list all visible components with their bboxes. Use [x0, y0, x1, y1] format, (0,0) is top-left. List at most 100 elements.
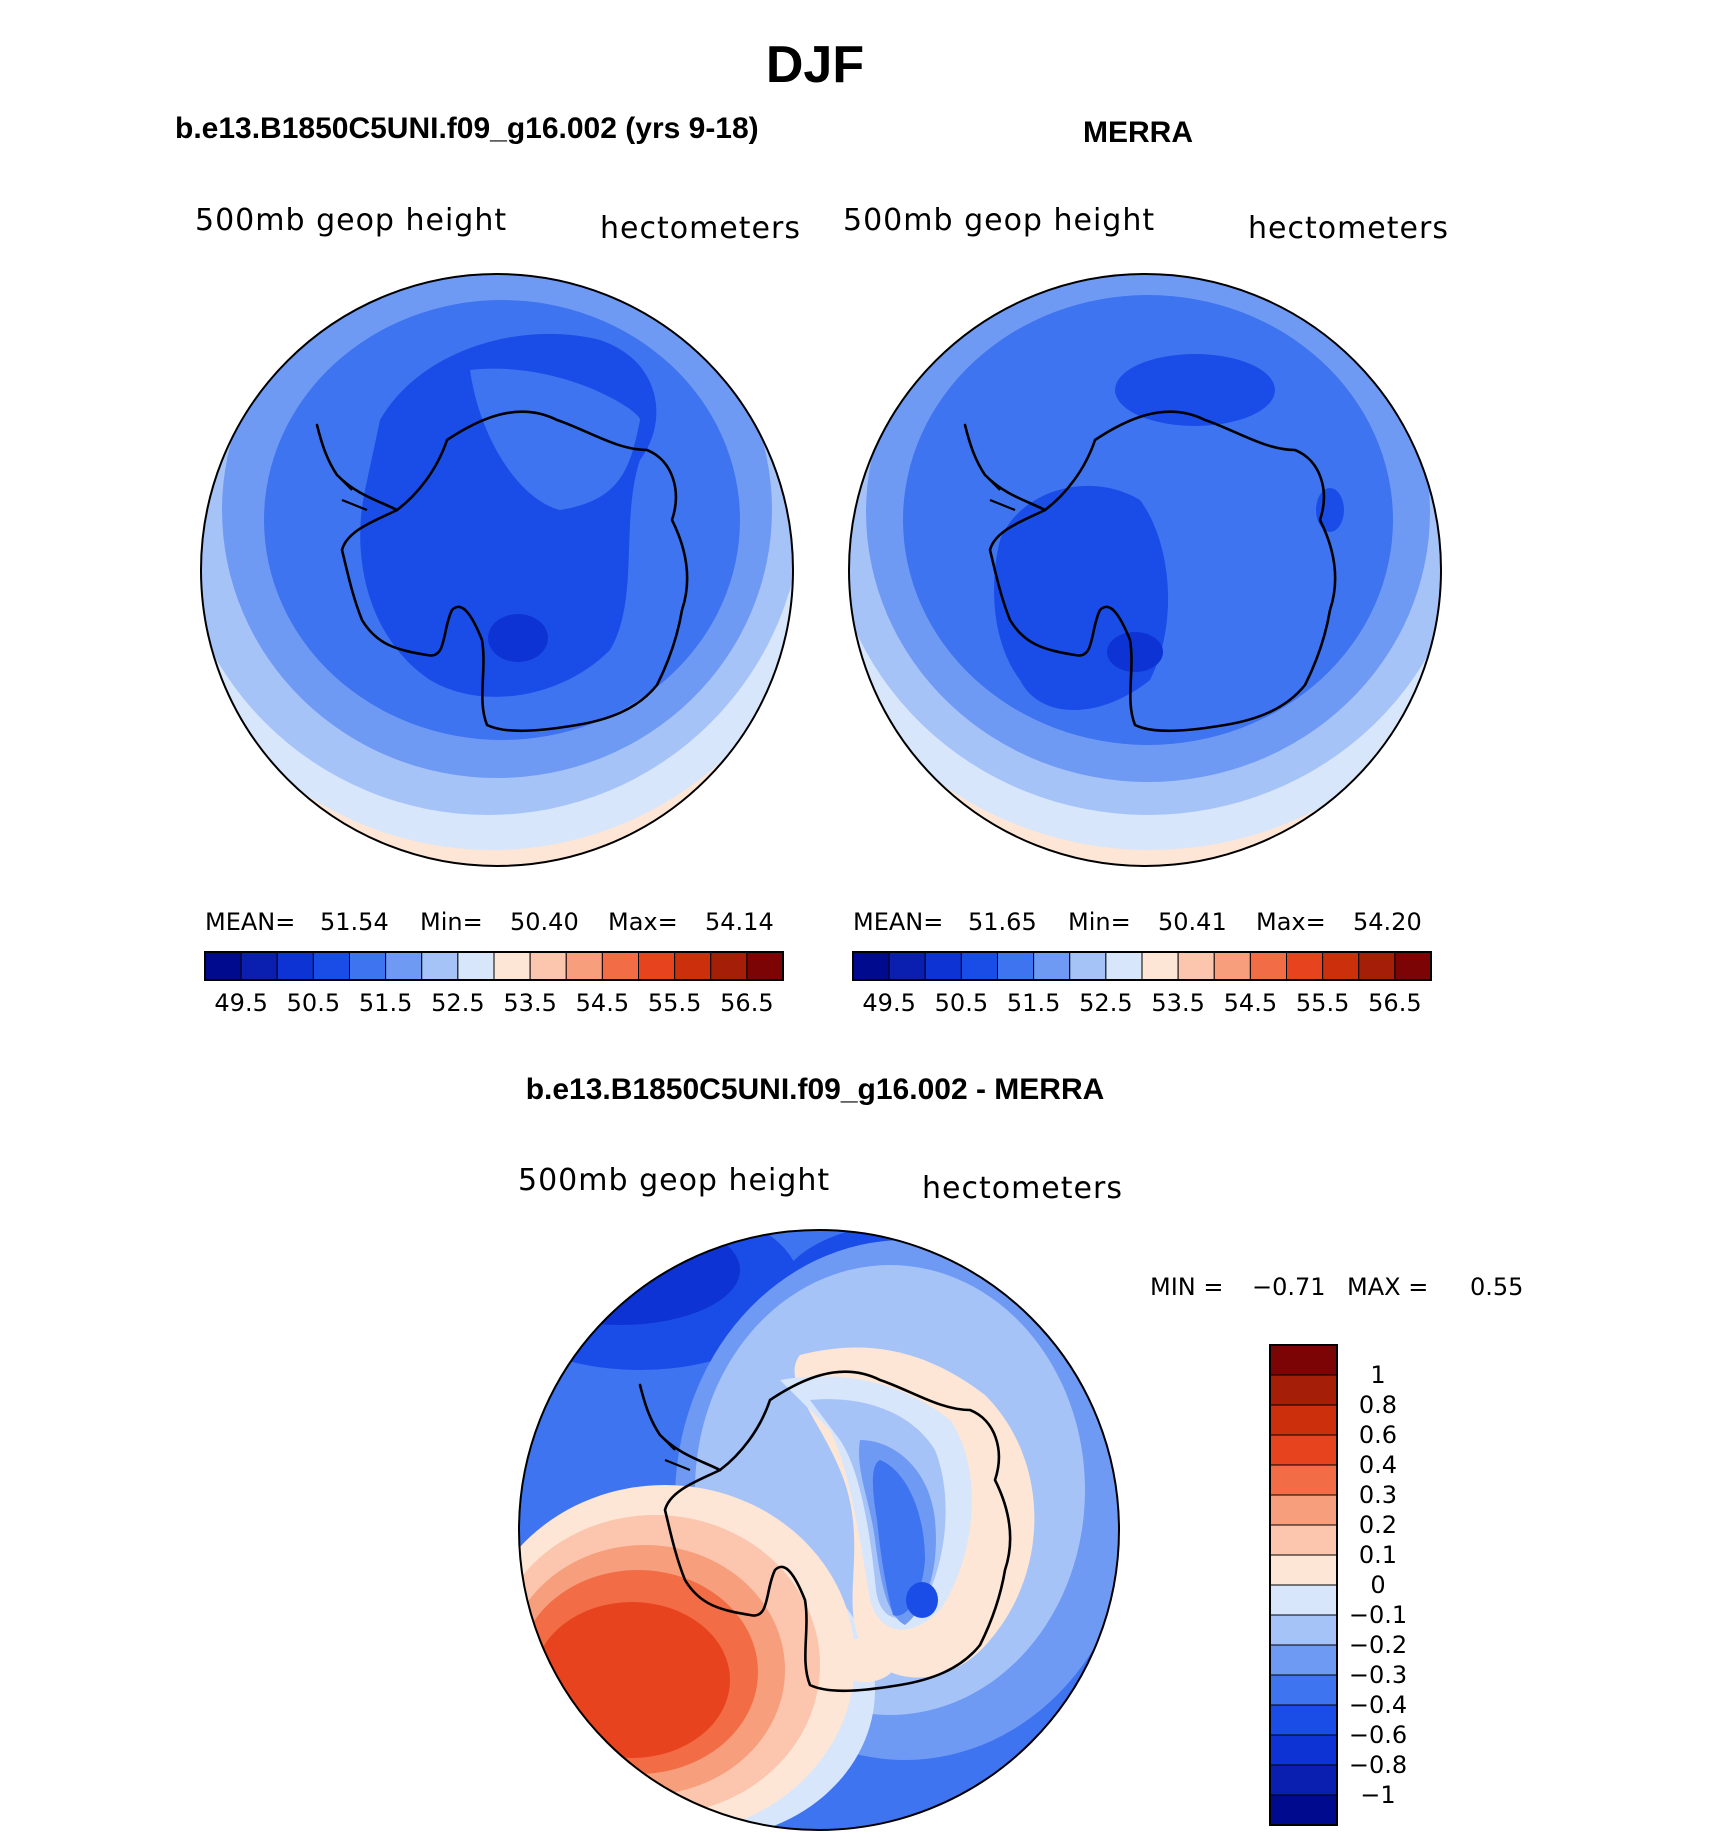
colorbar-swatch: [457, 951, 495, 981]
colorbar-tick-label: 54.5: [1224, 989, 1277, 1017]
colorbar-swatch: [674, 951, 712, 981]
colorbar-swatch: [421, 951, 459, 981]
colorbar-frame: [1269, 1344, 1338, 1826]
colorbar-tick-label: 53.5: [1151, 989, 1204, 1017]
colorbar-swatch: [852, 951, 890, 981]
colorbar-tick-label: −0.2: [1349, 1631, 1407, 1659]
stats-max-label-obs: Max=: [1256, 908, 1326, 936]
colorbar-swatch: [1213, 951, 1251, 981]
colorbar-swatch: [1249, 951, 1287, 981]
panel-obs: MERRA 500mb geop height hectometers MEAN…: [843, 116, 1449, 1017]
stats-mean-model: 51.54: [320, 908, 389, 936]
colorbar-swatch: [601, 951, 639, 981]
colorbar-tick-label: −0.8: [1349, 1751, 1407, 1779]
stats-mean-label-obs: MEAN=: [853, 908, 943, 936]
colorbar-swatch: [1286, 951, 1324, 981]
colorbar-swatch: [1269, 1674, 1338, 1706]
colorbar-tick-label: 51.5: [1007, 989, 1060, 1017]
colorbar-swatch: [888, 951, 926, 981]
colorbar-swatch: [1069, 951, 1107, 981]
colorbar-swatch: [1322, 951, 1360, 981]
variable-label-model: 500mb geop height: [195, 203, 507, 238]
stats-min-label-obs: Min=: [1068, 908, 1131, 936]
colorbar-tick-label: 52.5: [1079, 989, 1132, 1017]
colorbar-tick-label: 50.5: [287, 989, 340, 1017]
colorbar-tick-label: 54.5: [576, 989, 629, 1017]
colorbar-tick-label: −1: [1360, 1781, 1395, 1809]
colorbar-swatch: [1269, 1644, 1338, 1676]
colorbar-tick-label: 0.6: [1359, 1421, 1397, 1449]
colorbar-swatch: [1269, 1764, 1338, 1796]
colorbar-swatch: [1269, 1554, 1338, 1586]
colorbar-swatch: [1269, 1704, 1338, 1736]
stats-mean-label-model: MEAN=: [205, 908, 295, 936]
colorbar-tick-label: 52.5: [431, 989, 484, 1017]
colorbar-swatch: [565, 951, 603, 981]
polar-map-diff: [519, 1230, 1119, 1830]
stats-max-label-model: Max=: [608, 908, 678, 936]
colorbar-frame: [204, 951, 784, 981]
colorbar-swatch: [1269, 1584, 1338, 1616]
panel-model: b.e13.B1850C5UNI.f09_g16.002 (yrs 9-18) …: [175, 112, 801, 1017]
colorbar-swatch: [529, 951, 567, 981]
colorbar-tick-label: 55.5: [1296, 989, 1349, 1017]
colorbar-swatch: [1269, 1614, 1338, 1646]
colorbar-swatch: [746, 951, 784, 981]
colorbar-swatch: [312, 951, 350, 981]
stats-max-model: 54.14: [705, 908, 774, 936]
map-boundary-model: [200, 273, 794, 867]
panel-title-diff: b.e13.B1850C5UNI.f09_g16.002 - MERRA: [526, 1073, 1105, 1106]
variable-label-obs: 500mb geop height: [843, 203, 1155, 238]
colorbar-swatch: [1269, 1464, 1338, 1496]
colorbar-swatch: [204, 951, 242, 981]
stats-min-diff: −0.71: [1252, 1273, 1326, 1301]
colorbar-frame: [852, 951, 1432, 981]
colorbar-tick-label: 0.2: [1359, 1511, 1397, 1539]
colorbar-swatch: [1105, 951, 1143, 981]
colorbar-swatch: [1269, 1344, 1338, 1376]
colorbar-tick-label: 51.5: [359, 989, 412, 1017]
panel-diff: b.e13.B1850C5UNI.f09_g16.002 - MERRA 500…: [518, 1073, 1523, 1831]
colorbar-swatch: [710, 951, 748, 981]
colorbar-tick-label: 0.1: [1359, 1541, 1397, 1569]
colorbar-swatch: [240, 951, 278, 981]
stats-min-label-model: Min=: [420, 908, 483, 936]
colorbar-swatch: [1141, 951, 1179, 981]
colorbar-swatch: [385, 951, 423, 981]
units-label-obs: hectometers: [1248, 211, 1449, 246]
colorbar-tick-label: 49.5: [862, 989, 915, 1017]
main-title: DJF: [766, 36, 864, 94]
colorbar-swatch: [1269, 1734, 1338, 1766]
colorbar-swatch: [1269, 1524, 1338, 1556]
colorbar-swatch: [1269, 1494, 1338, 1526]
colorbar-tick-label: 56.5: [1368, 989, 1421, 1017]
colorbar-tick-label: −0.3: [1349, 1661, 1407, 1689]
units-label-model: hectometers: [600, 211, 801, 246]
colorbar-swatch: [1269, 1794, 1338, 1826]
panel-title-obs: MERRA: [1083, 116, 1193, 149]
stats-max-label-diff: MAX =: [1347, 1273, 1428, 1301]
colorbar-swatch: [1177, 951, 1215, 981]
colorbar-tick-label: 50.5: [935, 989, 988, 1017]
stats-max-obs: 54.20: [1353, 908, 1422, 936]
stats-min-model: 50.40: [510, 908, 579, 936]
colorbar-swatch: [1358, 951, 1396, 981]
colorbar-swatch: [1269, 1434, 1338, 1466]
stats-max-diff: 0.55: [1470, 1273, 1523, 1301]
units-label-diff: hectometers: [922, 1171, 1123, 1206]
colorbar-tick-label: 1: [1370, 1361, 1385, 1389]
colorbar-tick-label: −0.6: [1349, 1721, 1407, 1749]
colorbar-tick-label: 0.3: [1359, 1481, 1397, 1509]
colorbar-tick-label: −0.1: [1349, 1601, 1407, 1629]
colorbar-tick-label: 0.8: [1359, 1391, 1397, 1419]
colorbar-tick-label: 56.5: [720, 989, 773, 1017]
stats-min-label-diff: MIN =: [1150, 1273, 1223, 1301]
colorbar-tick-label: −0.4: [1349, 1691, 1407, 1719]
variable-label-diff: 500mb geop height: [518, 1163, 830, 1198]
colorbar-swatch: [1394, 951, 1432, 981]
colorbar-tick-label: 0.4: [1359, 1451, 1397, 1479]
stats-min-obs: 50.41: [1158, 908, 1227, 936]
colorbar-swatch: [349, 951, 387, 981]
colorbar-swatch: [1269, 1374, 1338, 1406]
